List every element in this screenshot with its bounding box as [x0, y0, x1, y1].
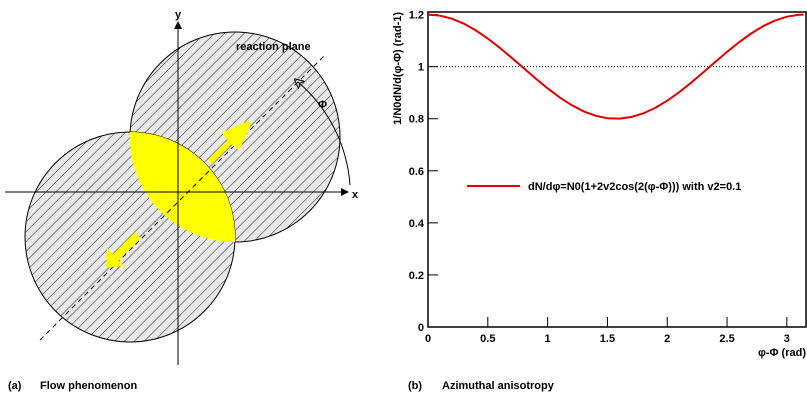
- data-line: [427, 13, 804, 120]
- y-tick-label: 0.6: [409, 166, 424, 178]
- caption-label: (a): [8, 380, 22, 392]
- reaction-plane-line: [39, 54, 326, 341]
- plot-frame: [427, 11, 807, 328]
- x-tick-label: 0.5: [480, 333, 495, 345]
- legend-label: dN/dφ=N0(1+2v2cos(2(φ-Φ))) with v2=0.1: [528, 181, 741, 193]
- flow-arrow: [106, 232, 141, 268]
- angle-arc: [298, 82, 351, 186]
- x-tick-label: 1.5: [600, 333, 615, 345]
- x-tick-label: 2: [664, 333, 670, 345]
- y-axis-label: 1/N0dN/d(φ-Φ) (rad-1): [392, 12, 404, 125]
- caption: Flow phenomenon: [40, 380, 137, 392]
- x-tick-label: 3: [784, 333, 790, 345]
- flow-diagram: y x reaction plane Φ: [5, 9, 359, 365]
- x-axis-label: φ-Φ (rad): [758, 347, 806, 359]
- y-tick-label: 0.2: [409, 270, 424, 282]
- caption: Azimuthal anisotropy: [442, 380, 555, 392]
- angle-label: Φ: [318, 99, 327, 111]
- caption-label: (b): [408, 380, 422, 392]
- y-tick-label: 0.8: [409, 114, 424, 126]
- axis-label: y: [175, 9, 182, 21]
- y-tick-label: 0: [418, 322, 424, 334]
- y-tick-label: 0.4: [409, 218, 425, 230]
- y-tick-label: 1.2: [409, 10, 424, 22]
- x-tick-label: 0: [425, 333, 431, 345]
- x-tick-label: 1: [545, 333, 551, 345]
- flow-arrow: [207, 121, 251, 165]
- plane-label: reaction plane: [236, 41, 311, 53]
- axis-label: x: [352, 189, 359, 201]
- y-tick-label: 1: [418, 62, 424, 74]
- overlap-region: [129, 131, 236, 243]
- x-tick-label: 2.5: [719, 333, 734, 345]
